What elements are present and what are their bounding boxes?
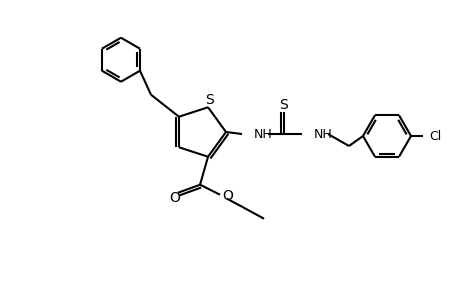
Text: S: S [279,98,288,112]
Text: NH: NH [313,128,332,140]
Text: O: O [222,189,232,203]
Text: O: O [169,191,180,205]
Text: S: S [204,93,213,107]
Text: NH: NH [253,128,272,140]
Text: Cl: Cl [428,130,440,142]
